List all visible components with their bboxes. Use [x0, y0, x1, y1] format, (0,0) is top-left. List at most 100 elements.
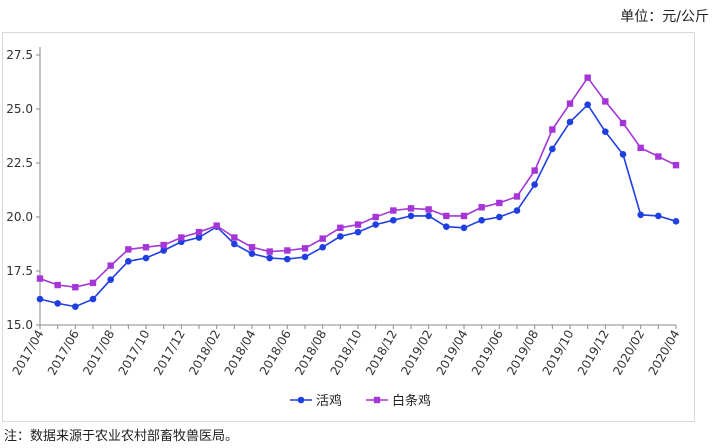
y-tick-label: 17.5	[6, 264, 33, 278]
x-tick-label: 2017/12	[151, 328, 188, 378]
data-point	[54, 300, 61, 307]
data-point	[36, 275, 44, 282]
data-point	[266, 248, 273, 255]
chart-frame	[2, 32, 695, 422]
data-point	[549, 145, 556, 153]
legend-label: 活鸡	[316, 393, 342, 409]
data-point	[142, 244, 150, 251]
x-tick-label: 2017/10	[116, 328, 153, 378]
data-point	[107, 262, 114, 269]
data-point	[637, 144, 644, 152]
data-point	[513, 193, 521, 200]
x-tick-label: 2018/04	[222, 328, 259, 378]
data-point	[425, 212, 432, 220]
data-point	[354, 221, 362, 228]
data-point	[584, 101, 591, 108]
x-tick-label: 2019/04	[434, 328, 471, 378]
data-point	[160, 241, 167, 249]
data-point	[672, 218, 680, 225]
data-point	[231, 234, 238, 241]
data-point	[72, 284, 79, 291]
data-point	[301, 253, 309, 261]
legend-marker	[297, 396, 305, 404]
data-point	[619, 151, 627, 158]
data-point	[443, 223, 450, 231]
x-tick-label: 2017/08	[80, 328, 117, 378]
data-point	[584, 74, 591, 81]
y-tick-label: 15.0	[6, 318, 33, 332]
data-point	[248, 250, 256, 258]
data-point	[619, 119, 627, 127]
y-tick-label: 25.0	[6, 102, 33, 116]
x-tick-label: 2018/08	[292, 328, 329, 378]
source-note: 注：数据来源于农业农村部畜牧兽医局。	[4, 429, 239, 444]
data-point	[301, 245, 309, 252]
data-point	[496, 199, 503, 207]
data-point	[443, 212, 450, 220]
x-tick-label: 2018/02	[186, 328, 223, 378]
y-tick-label: 20.0	[6, 210, 33, 224]
data-point	[531, 167, 538, 174]
data-point	[266, 254, 273, 262]
data-point	[602, 128, 609, 135]
data-point	[531, 181, 538, 188]
x-tick-label: 2019/12	[575, 328, 612, 378]
legend-marker	[373, 396, 381, 404]
data-point	[337, 224, 344, 231]
data-point	[655, 212, 662, 220]
data-point	[284, 255, 291, 263]
data-point	[672, 161, 680, 169]
data-point	[125, 257, 132, 265]
data-point	[195, 234, 203, 241]
data-point	[496, 213, 503, 221]
x-tick-label: 2020/02	[610, 328, 647, 378]
data-point	[354, 228, 362, 236]
series-line-white-chicken	[39, 76, 677, 289]
data-point	[407, 212, 415, 220]
data-point	[566, 118, 574, 126]
data-point	[107, 276, 114, 283]
data-point	[319, 235, 326, 242]
data-point	[549, 126, 556, 133]
data-point	[602, 98, 609, 105]
data-point	[513, 207, 521, 214]
data-point	[460, 212, 468, 220]
x-tick-label: 2019/06	[469, 328, 506, 378]
data-point	[54, 281, 61, 289]
data-point	[248, 244, 256, 251]
data-point	[655, 153, 662, 160]
x-tick-label: 2018/06	[257, 328, 294, 378]
data-point	[125, 246, 132, 253]
data-point	[390, 207, 397, 214]
data-point	[337, 233, 344, 240]
x-tick-label: 2019/10	[540, 328, 577, 378]
data-point	[460, 224, 468, 232]
data-point	[478, 216, 485, 224]
data-point	[284, 247, 291, 254]
x-tick-label: 2018/12	[363, 328, 400, 378]
data-point	[142, 254, 150, 262]
y-tick-label: 22.5	[6, 156, 33, 170]
x-tick-label: 2020/04	[646, 328, 683, 378]
unit-label: 单位：元/公斤	[620, 9, 709, 25]
data-point	[425, 206, 432, 213]
data-point	[372, 221, 379, 228]
data-point	[213, 222, 220, 229]
x-tick-label: 2019/08	[504, 328, 541, 378]
series-line-live-chicken	[39, 103, 677, 308]
data-point	[36, 295, 44, 303]
y-tick-label: 27.5	[6, 48, 33, 62]
data-point	[195, 228, 203, 236]
data-point	[390, 216, 397, 224]
legend-label: 白条鸡	[392, 393, 431, 409]
data-point	[319, 243, 326, 251]
data-point	[566, 100, 574, 107]
data-point	[407, 205, 415, 212]
x-tick-label: 2017/06	[45, 328, 82, 378]
data-point	[89, 279, 97, 287]
data-point	[160, 247, 167, 254]
x-tick-label: 2017/04	[10, 328, 47, 378]
data-point	[637, 211, 644, 219]
x-tick-label: 2019/02	[398, 328, 435, 378]
